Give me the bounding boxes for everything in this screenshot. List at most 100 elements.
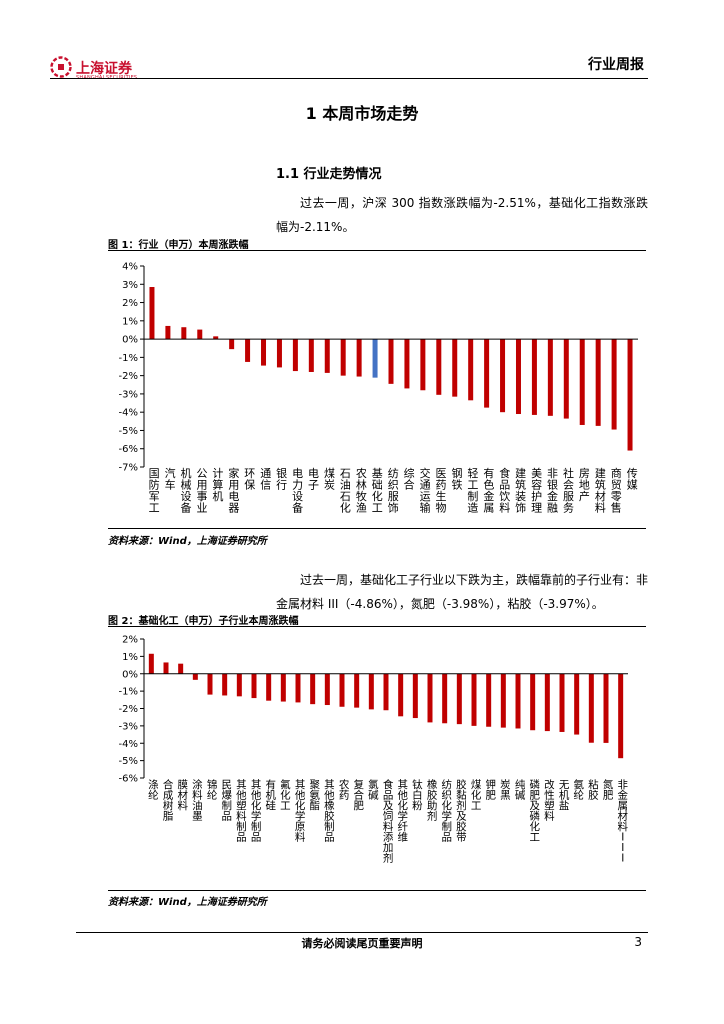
figure-1-bottom-rule bbox=[108, 528, 646, 529]
category-label: 其他化学原料 bbox=[295, 779, 306, 844]
figure-1-title: 图 1：行业（申万）本周涨跌幅 bbox=[108, 240, 249, 251]
y-tick-label: 0% bbox=[122, 669, 138, 680]
bar-煤炭 bbox=[324, 339, 330, 373]
bar-非银金融 bbox=[547, 339, 553, 416]
bar-计算机 bbox=[213, 336, 219, 340]
category-label: 基础化工 bbox=[372, 467, 383, 515]
category-label: 改性塑料 bbox=[544, 778, 555, 823]
bar-美容护理 bbox=[531, 339, 537, 415]
category-label: 家用电器 bbox=[228, 466, 239, 515]
bar-综合 bbox=[404, 339, 410, 389]
bar-商贸零售 bbox=[611, 339, 617, 430]
category-label: 传媒 bbox=[627, 467, 638, 492]
category-label: 复合肥 bbox=[354, 778, 365, 812]
category-label: 磷肥及磷化工 bbox=[530, 778, 541, 844]
bar-国防军工 bbox=[149, 287, 155, 340]
figure-2-bottom-rule bbox=[108, 890, 646, 891]
bar-氮肥 bbox=[603, 673, 609, 743]
bar-其他化学纤维 bbox=[398, 673, 404, 717]
category-label: 计算机 bbox=[212, 467, 223, 503]
category-label: 粘胶 bbox=[588, 778, 599, 802]
category-label: 机械设备 bbox=[181, 466, 192, 515]
category-label: 煤炭 bbox=[324, 467, 335, 492]
y-tick-label: 2% bbox=[122, 298, 138, 309]
figure-2-top-rule bbox=[108, 626, 646, 627]
bar-钛白粉 bbox=[412, 673, 418, 719]
bar-公用事业 bbox=[197, 329, 203, 340]
section-title: 1 本周市场走势 bbox=[305, 104, 419, 123]
category-label: 房地产 bbox=[579, 467, 590, 503]
bar-家用电器 bbox=[229, 339, 235, 350]
category-label: 通信 bbox=[260, 467, 271, 492]
bar-房地产 bbox=[579, 339, 585, 425]
category-label: 美容护理 bbox=[531, 467, 542, 515]
bar-建筑装饰 bbox=[515, 339, 521, 415]
bar-非金属材料III bbox=[618, 673, 624, 759]
figure-1-top-rule bbox=[108, 250, 646, 251]
bar-食品及饲料添加剂 bbox=[383, 673, 389, 711]
bar-煤化工 bbox=[471, 673, 477, 726]
category-label: 锦纶 bbox=[207, 778, 218, 802]
category-label: 商贸零售 bbox=[611, 466, 622, 515]
bar-基础化工 bbox=[372, 339, 378, 378]
y-tick-label: -6% bbox=[119, 444, 138, 455]
bar-复合肥 bbox=[354, 673, 360, 708]
y-tick-label: -5% bbox=[119, 426, 138, 437]
category-label: 合成树脂 bbox=[163, 778, 174, 823]
bar-农林牧渔 bbox=[356, 339, 362, 377]
bar-氟化工 bbox=[280, 673, 286, 702]
bar-汽车 bbox=[165, 325, 171, 340]
category-label: 氯碱 bbox=[368, 778, 379, 802]
y-tick-label: 4% bbox=[122, 262, 138, 273]
bar-有机硅 bbox=[266, 673, 272, 701]
y-tick-label: -3% bbox=[119, 389, 138, 400]
category-label: 无机盐 bbox=[559, 779, 570, 812]
category-label: 电力设备 bbox=[292, 467, 303, 515]
y-tick-label: 1% bbox=[122, 316, 138, 327]
category-label: 膜材料 bbox=[178, 779, 189, 812]
report-type: 行业周报 bbox=[588, 57, 644, 73]
bar-其他塑料制品 bbox=[236, 673, 242, 697]
category-label: 钢铁 bbox=[451, 467, 462, 492]
category-label: 有机硅 bbox=[266, 778, 277, 812]
y-tick-label: -1% bbox=[119, 687, 138, 698]
category-label: 其他橡胶制品 bbox=[324, 779, 335, 844]
bar-无机盐 bbox=[559, 673, 565, 732]
bar-纯碱 bbox=[515, 673, 521, 729]
y-tick-label: -3% bbox=[119, 721, 138, 732]
category-label: 交通运输 bbox=[420, 466, 431, 515]
bar-轻工制造 bbox=[468, 339, 474, 401]
y-tick-label: -4% bbox=[119, 408, 138, 419]
bar-聚氨酯 bbox=[310, 673, 316, 705]
bar-氨纶 bbox=[574, 673, 580, 735]
category-label: 建筑材料 bbox=[595, 466, 606, 515]
category-label: 建筑装饰 bbox=[515, 466, 526, 515]
figure-2-source: 资料来源：Wind，上海证券研究所 bbox=[108, 897, 267, 908]
y-tick-label: -4% bbox=[119, 739, 138, 750]
y-tick-label: 0% bbox=[122, 335, 138, 346]
category-label: 氮肥 bbox=[603, 778, 614, 802]
bar-橡胶助剂 bbox=[427, 673, 433, 723]
category-label: 公用事业 bbox=[196, 467, 207, 515]
category-label: 涤纶 bbox=[148, 778, 159, 802]
y-tick-label: -1% bbox=[119, 353, 138, 364]
bar-社会服务 bbox=[563, 339, 569, 419]
bar-银行 bbox=[276, 339, 282, 368]
bar-食品饮料 bbox=[500, 339, 506, 413]
bar-涤纶 bbox=[148, 653, 154, 674]
category-label: 纺织化学制品 bbox=[442, 778, 453, 844]
y-tick-label: 3% bbox=[122, 280, 138, 291]
bar-通信 bbox=[261, 339, 267, 366]
category-label: 聚氨酯 bbox=[310, 779, 321, 812]
bar-有色金属 bbox=[484, 339, 490, 408]
category-label: 食品及饲料添加剂 bbox=[383, 778, 394, 865]
bar-胶黏剂及胶带 bbox=[456, 673, 462, 725]
bar-交通运输 bbox=[420, 339, 426, 391]
bar-传媒 bbox=[627, 339, 633, 451]
page-number: 3 bbox=[634, 935, 642, 949]
figure-1-source: 资料来源：Wind，上海证券研究所 bbox=[108, 536, 267, 547]
bar-钾肥 bbox=[486, 673, 492, 727]
logo-text: 上海证券 bbox=[76, 61, 132, 77]
y-tick-label: -6% bbox=[119, 774, 138, 785]
bar-医药生物 bbox=[436, 339, 442, 395]
